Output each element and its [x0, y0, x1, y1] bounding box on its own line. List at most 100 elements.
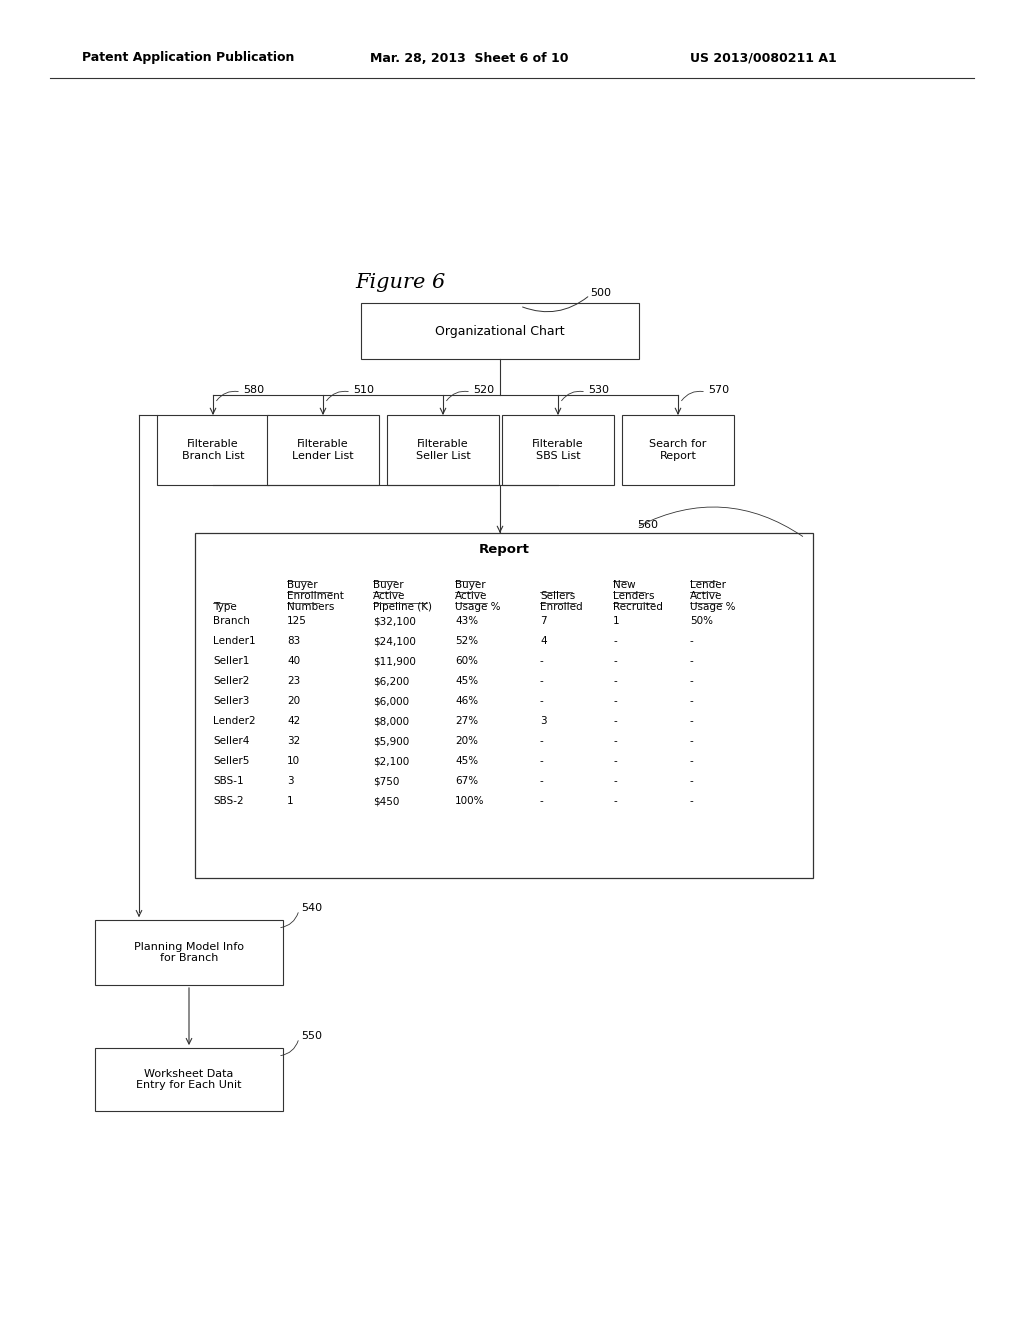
Text: Lender2: Lender2	[213, 715, 256, 726]
Text: Enrollment: Enrollment	[287, 591, 344, 601]
Text: Filterable
SBS List: Filterable SBS List	[532, 440, 584, 461]
Text: SBS-2: SBS-2	[213, 796, 244, 807]
Text: -: -	[690, 796, 693, 807]
Text: Lenders: Lenders	[613, 591, 654, 601]
Text: -: -	[690, 676, 693, 686]
Text: Organizational Chart: Organizational Chart	[435, 325, 565, 338]
Text: 560: 560	[637, 520, 658, 531]
Text: -: -	[690, 737, 693, 746]
Text: Patent Application Publication: Patent Application Publication	[82, 51, 294, 65]
Text: US 2013/0080211 A1: US 2013/0080211 A1	[690, 51, 837, 65]
Text: SBS-1: SBS-1	[213, 776, 244, 785]
Text: 45%: 45%	[455, 756, 478, 766]
Text: 83: 83	[287, 636, 300, 645]
Text: $6,000: $6,000	[373, 696, 410, 706]
Text: 45%: 45%	[455, 676, 478, 686]
Text: -: -	[613, 656, 616, 667]
Bar	[267, 414, 379, 484]
Text: 4: 4	[540, 636, 547, 645]
Text: 510: 510	[353, 385, 374, 395]
Text: 40: 40	[287, 656, 300, 667]
Text: $8,000: $8,000	[373, 715, 410, 726]
Text: 52%: 52%	[455, 636, 478, 645]
Text: 580: 580	[243, 385, 264, 395]
Text: -: -	[540, 776, 544, 785]
Text: -: -	[613, 756, 616, 766]
Text: 42: 42	[287, 715, 300, 726]
Text: Branch: Branch	[213, 616, 250, 626]
Bar	[387, 414, 499, 484]
Text: Worksheet Data
Entry for Each Unit: Worksheet Data Entry for Each Unit	[136, 1069, 242, 1090]
Text: Recruited: Recruited	[613, 602, 663, 612]
Bar	[502, 414, 614, 484]
Text: Seller3: Seller3	[213, 696, 250, 706]
Text: Seller4: Seller4	[213, 737, 250, 746]
Text: -: -	[613, 796, 616, 807]
Bar	[195, 533, 813, 878]
Text: 10: 10	[287, 756, 300, 766]
Text: Buyer: Buyer	[455, 579, 485, 590]
Text: -: -	[613, 715, 616, 726]
Text: Seller5: Seller5	[213, 756, 250, 766]
Text: -: -	[540, 676, 544, 686]
Text: -: -	[540, 696, 544, 706]
Text: Lender: Lender	[690, 579, 726, 590]
Text: Report: Report	[478, 543, 529, 556]
Text: $2,100: $2,100	[373, 756, 410, 766]
Text: 27%: 27%	[455, 715, 478, 726]
Text: Numbers: Numbers	[287, 602, 335, 612]
Text: Usage %: Usage %	[455, 602, 501, 612]
Text: 50%: 50%	[690, 616, 713, 626]
Text: 3: 3	[287, 776, 294, 785]
Text: 23: 23	[287, 676, 300, 686]
Bar	[95, 920, 283, 985]
Bar	[622, 414, 734, 484]
Text: -: -	[690, 776, 693, 785]
Text: $32,100: $32,100	[373, 616, 416, 626]
Bar	[157, 414, 269, 484]
Text: 540: 540	[301, 903, 323, 913]
Text: -: -	[540, 737, 544, 746]
Text: $24,100: $24,100	[373, 636, 416, 645]
Text: -: -	[690, 756, 693, 766]
Text: 60%: 60%	[455, 656, 478, 667]
Text: -: -	[613, 676, 616, 686]
Text: 100%: 100%	[455, 796, 484, 807]
Text: Buyer: Buyer	[373, 579, 403, 590]
Text: -: -	[613, 776, 616, 785]
Text: Seller1: Seller1	[213, 656, 250, 667]
Text: $6,200: $6,200	[373, 676, 410, 686]
Text: Usage %: Usage %	[690, 602, 735, 612]
Text: -: -	[690, 715, 693, 726]
Text: Pipeline (K): Pipeline (K)	[373, 602, 432, 612]
Text: -: -	[690, 636, 693, 645]
Text: 1: 1	[287, 796, 294, 807]
Bar	[95, 1048, 283, 1111]
Text: 1: 1	[613, 616, 620, 626]
Text: 530: 530	[588, 385, 609, 395]
Text: -: -	[690, 656, 693, 667]
Text: Filterable
Seller List: Filterable Seller List	[416, 440, 470, 461]
Text: -: -	[540, 756, 544, 766]
Text: -: -	[690, 696, 693, 706]
Text: -: -	[613, 636, 616, 645]
Text: 125: 125	[287, 616, 307, 626]
Text: -: -	[540, 656, 544, 667]
Text: 20%: 20%	[455, 737, 478, 746]
Text: Buyer: Buyer	[287, 579, 317, 590]
Text: $5,900: $5,900	[373, 737, 410, 746]
Text: Planning Model Info
for Branch: Planning Model Info for Branch	[134, 941, 244, 964]
Text: 46%: 46%	[455, 696, 478, 706]
Text: 67%: 67%	[455, 776, 478, 785]
Text: Figure 6: Figure 6	[355, 272, 445, 292]
Text: Active: Active	[373, 591, 406, 601]
Text: -: -	[613, 696, 616, 706]
Text: $450: $450	[373, 796, 399, 807]
Text: 570: 570	[708, 385, 729, 395]
Text: Filterable
Lender List: Filterable Lender List	[292, 440, 354, 461]
Text: New: New	[613, 579, 636, 590]
Text: $750: $750	[373, 776, 399, 785]
Text: 20: 20	[287, 696, 300, 706]
Text: 32: 32	[287, 737, 300, 746]
Text: Filterable
Branch List: Filterable Branch List	[181, 440, 245, 461]
